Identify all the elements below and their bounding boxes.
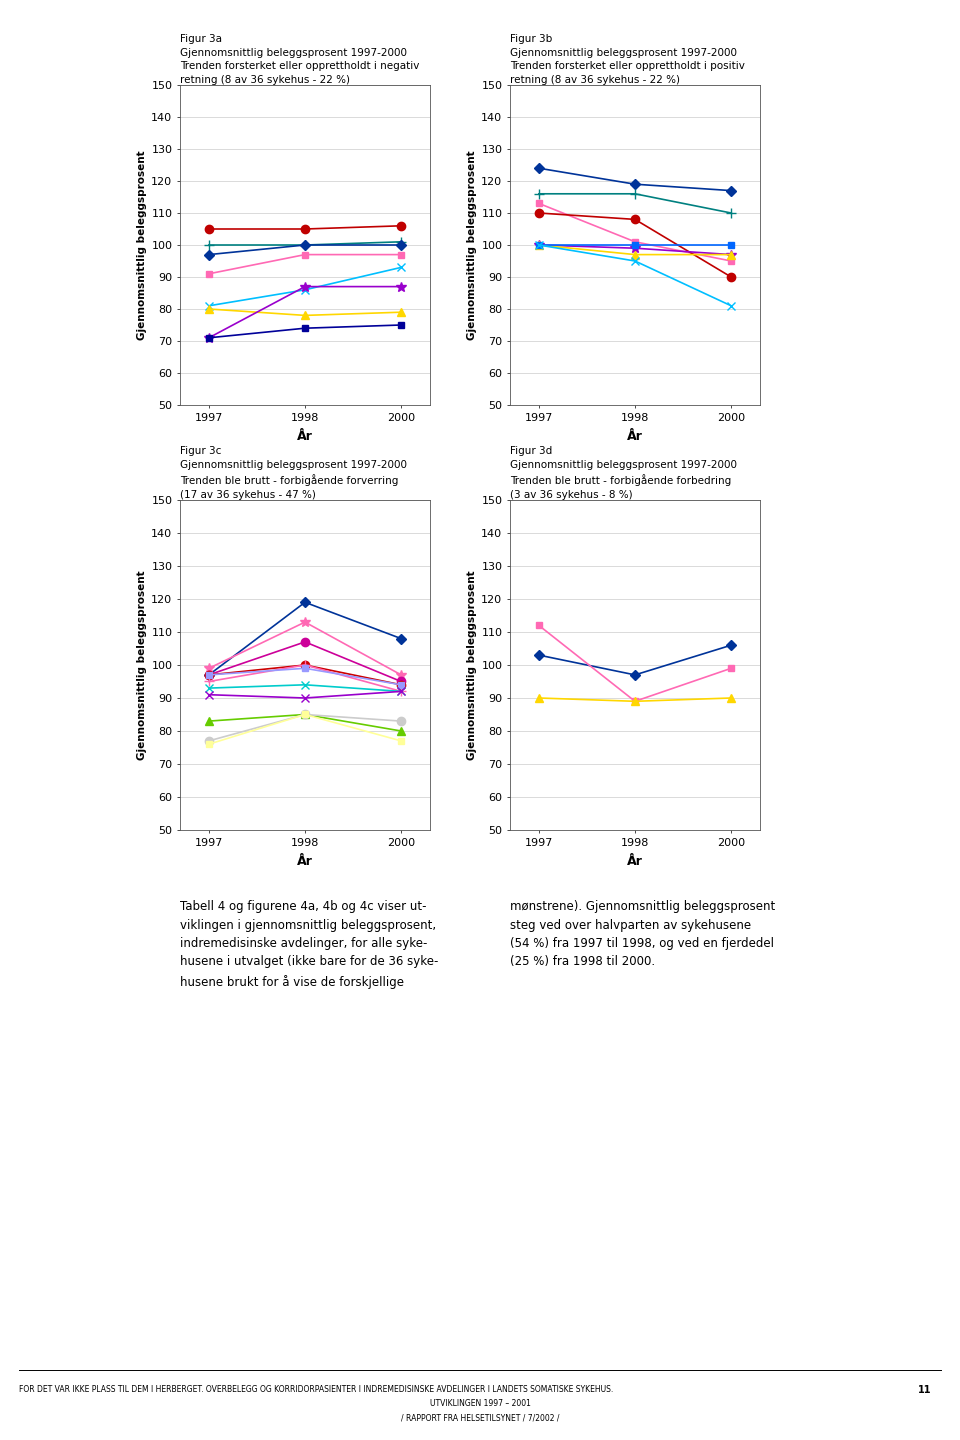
Text: Figur 3d
Gjennomsnittlig beleggsprosent 1997-2000
Trenden ble brutt - forbigåend: Figur 3d Gjennomsnittlig beleggsprosent …	[510, 446, 737, 500]
Text: 11: 11	[918, 1385, 931, 1395]
X-axis label: År: År	[297, 854, 313, 867]
Text: mønstrene). Gjennomsnittlig beleggsprosent
steg ved over halvparten av sykehusen: mønstrene). Gjennomsnittlig beleggsprose…	[510, 900, 776, 969]
Text: FOR DET VAR IKKE PLASS TIL DEM I HERBERGET. OVERBELEGG OG KORRIDORPASIENTER I IN: FOR DET VAR IKKE PLASS TIL DEM I HERBERG…	[19, 1385, 613, 1394]
Text: Figur 3c
Gjennomsnittlig beleggsprosent 1997-2000
Trenden ble brutt - forbigåend: Figur 3c Gjennomsnittlig beleggsprosent …	[180, 446, 407, 500]
Text: Figur 3a
Gjennomsnittlig beleggsprosent 1997-2000
Trenden forsterket eller oppre: Figur 3a Gjennomsnittlig beleggsprosent …	[180, 35, 420, 85]
Y-axis label: Gjennomsnittlig beleggsprosent: Gjennomsnittlig beleggsprosent	[468, 570, 477, 760]
X-axis label: År: År	[627, 429, 643, 442]
Text: / RAPPORT FRA HELSETILSYNET / 7/2002 /: / RAPPORT FRA HELSETILSYNET / 7/2002 /	[400, 1414, 560, 1423]
Text: UTVIKLINGEN 1997 – 2001: UTVIKLINGEN 1997 – 2001	[429, 1400, 531, 1408]
X-axis label: År: År	[297, 429, 313, 442]
Y-axis label: Gjennomsnittlig beleggsprosent: Gjennomsnittlig beleggsprosent	[137, 150, 147, 340]
X-axis label: År: År	[627, 854, 643, 867]
Y-axis label: Gjennomsnittlig beleggsprosent: Gjennomsnittlig beleggsprosent	[137, 570, 147, 760]
Text: Figur 3b
Gjennomsnittlig beleggsprosent 1997-2000
Trenden forsterket eller oppre: Figur 3b Gjennomsnittlig beleggsprosent …	[510, 35, 745, 85]
Y-axis label: Gjennomsnittlig beleggsprosent: Gjennomsnittlig beleggsprosent	[468, 150, 477, 340]
Text: Tabell 4 og figurene 4a, 4b og 4c viser ut-
viklingen i gjennomsnittlig beleggsp: Tabell 4 og figurene 4a, 4b og 4c viser …	[180, 900, 439, 988]
